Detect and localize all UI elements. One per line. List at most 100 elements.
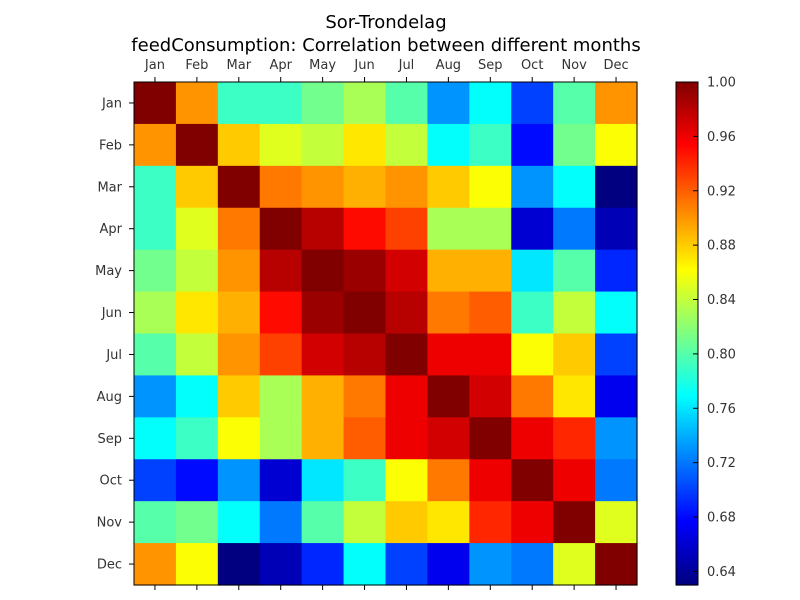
colorbar-segment <box>676 459 698 463</box>
colorbar-segment <box>676 371 698 375</box>
colorbar-segment <box>676 298 698 302</box>
colorbar-segment <box>676 132 698 136</box>
heatmap-cell <box>134 249 177 293</box>
colorbar-segment <box>676 366 698 370</box>
colorbar-segment <box>676 507 698 511</box>
x-tick-label: Aug <box>436 58 461 73</box>
heatmap-cell <box>301 82 345 125</box>
heatmap-cell <box>595 459 638 502</box>
colorbar-segment <box>676 255 698 259</box>
colorbar-segment <box>676 348 698 352</box>
heatmap-cell <box>343 543 387 586</box>
heatmap-cell <box>595 375 638 418</box>
heatmap-cell <box>553 82 596 125</box>
colorbar-segment <box>676 527 698 531</box>
heatmap-cell <box>511 207 554 251</box>
heatmap-cell <box>385 165 429 209</box>
colorbar-segment <box>676 496 698 501</box>
heatmap-cell <box>343 207 387 251</box>
heatmap-cell <box>175 417 219 460</box>
x-tick-label: Feb <box>185 58 208 73</box>
heatmap-cell <box>175 543 219 586</box>
heatmap-cell <box>469 123 512 167</box>
colorbar-segment <box>676 149 698 154</box>
colorbar-segment <box>676 549 698 553</box>
colorbar-segment <box>676 454 698 458</box>
colorbar-segment <box>676 567 698 571</box>
colorbar-segment <box>676 363 698 367</box>
colorbar-segment <box>676 559 698 563</box>
heatmap-cell <box>511 82 554 125</box>
heatmap-cell <box>134 333 177 377</box>
heatmap-cell <box>134 291 177 335</box>
colorbar-segment <box>676 220 698 224</box>
heatmap-cell <box>553 123 596 167</box>
heatmap-cell <box>301 333 345 377</box>
colorbar-segment <box>676 142 698 146</box>
heatmap-cell <box>511 501 554 544</box>
colorbar-segment <box>676 200 698 204</box>
heatmap-cell <box>469 375 512 418</box>
colorbar-segment <box>676 484 698 488</box>
heatmap-cell <box>217 417 261 460</box>
heatmap-cell <box>259 291 303 335</box>
colorbar-segment <box>676 242 698 247</box>
heatmap-cell <box>217 165 261 209</box>
heatmap-cell <box>175 501 219 544</box>
heatmap-cell <box>175 123 219 167</box>
colorbar-segment <box>676 522 698 526</box>
heatmap-cell <box>134 375 177 418</box>
colorbar-segment <box>676 434 698 438</box>
colorbar-segment <box>676 491 698 496</box>
colorbar-segment <box>676 122 698 126</box>
colorbar-segment <box>676 431 698 435</box>
colorbar-segment <box>676 512 698 516</box>
colorbar-segment <box>676 532 698 536</box>
colorbar-segment <box>676 471 698 475</box>
colorbar-segment <box>676 237 698 242</box>
heatmap-cell <box>511 543 554 586</box>
colorbar-segment <box>676 381 698 385</box>
colorbar-tick-label: 0.72 <box>707 456 736 471</box>
x-tick-label: Jun <box>353 58 374 73</box>
colorbar-segment <box>676 109 698 113</box>
colorbar-segment <box>676 338 698 342</box>
heatmap-cell <box>553 333 596 377</box>
y-tick-label: Jan <box>101 96 122 111</box>
colorbar-segment <box>676 217 698 221</box>
heatmap-cell <box>385 543 429 586</box>
colorbar-segment <box>676 273 698 277</box>
heatmap-cell <box>553 375 596 418</box>
colorbar-segment <box>676 396 698 400</box>
heatmap-cell <box>343 123 387 167</box>
colorbar-segment <box>676 310 698 314</box>
colorbar-segment <box>676 426 698 430</box>
colorbar-segment <box>676 263 698 267</box>
colorbar-tick-label: 0.92 <box>707 184 736 199</box>
heatmap-cell <box>427 375 470 418</box>
heatmap-cell <box>301 501 345 544</box>
colorbar-segment <box>676 398 698 403</box>
heatmap-cell <box>175 333 219 377</box>
heatmap-cell <box>385 82 429 125</box>
heatmap-cell <box>385 249 429 293</box>
heatmap-cell <box>469 249 512 293</box>
colorbar-segment <box>676 391 698 395</box>
x-tick-label: May <box>309 58 336 73</box>
colorbar-segment <box>676 215 698 219</box>
heatmap-cell <box>595 543 638 586</box>
colorbar-segment <box>676 97 698 101</box>
colorbar-segment <box>676 175 698 179</box>
heatmap-cell <box>469 333 512 377</box>
colorbar-segment <box>676 579 698 584</box>
heatmap-cell <box>343 82 387 125</box>
colorbar-segment <box>676 313 698 317</box>
colorbar-segment <box>676 376 698 380</box>
colorbar-segment <box>676 107 698 111</box>
heatmap-cell <box>595 82 638 125</box>
colorbar-segment <box>676 542 698 546</box>
heatmap-cell <box>301 165 345 209</box>
colorbar-segment <box>676 406 698 410</box>
heatmap-cell <box>469 543 512 586</box>
colorbar-segment <box>676 325 698 330</box>
